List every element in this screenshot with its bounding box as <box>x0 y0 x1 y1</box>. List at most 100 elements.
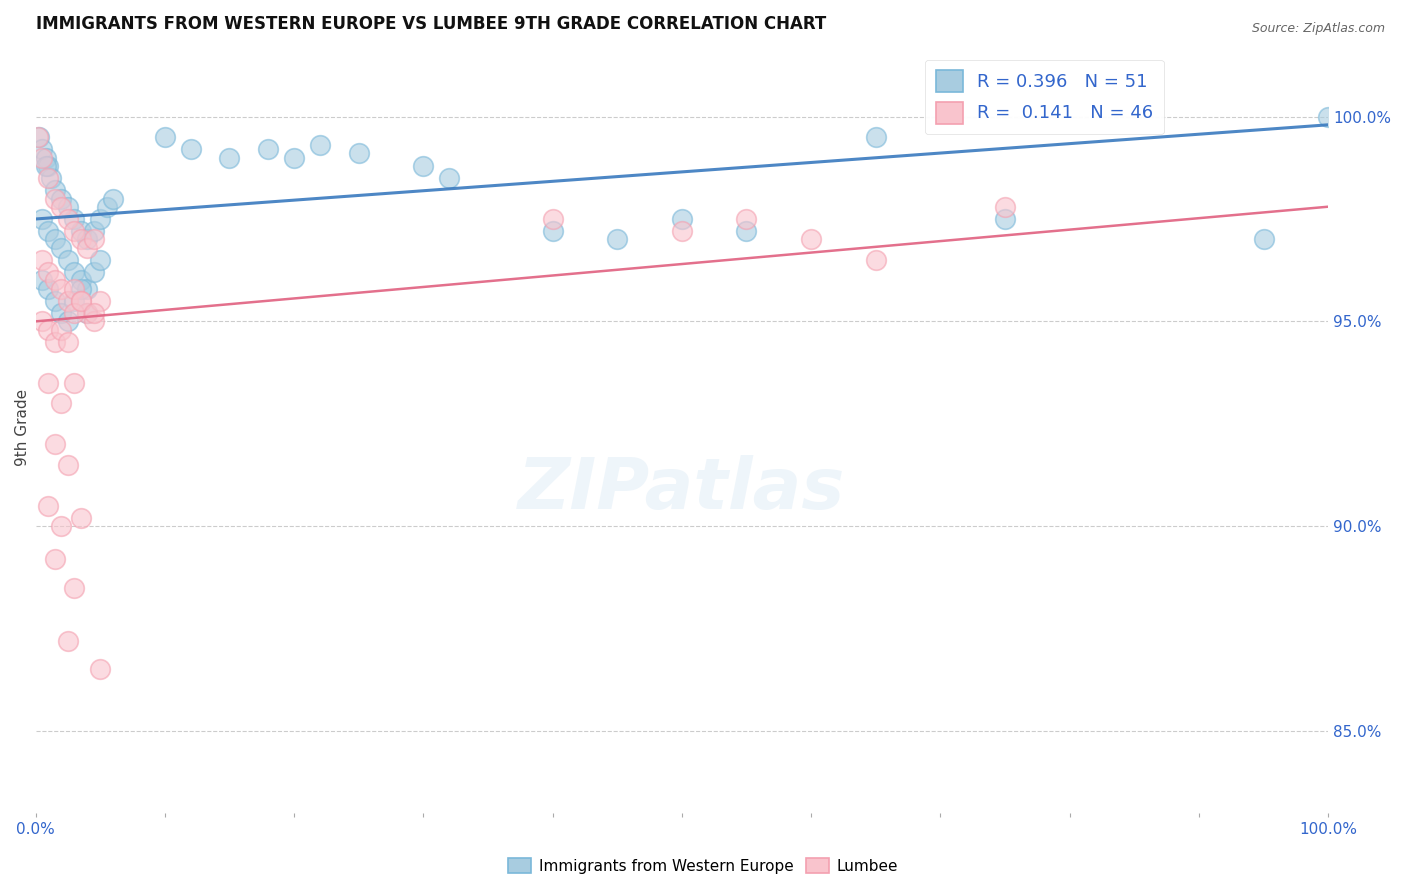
Point <box>735 212 758 227</box>
Point <box>89 212 111 227</box>
Point <box>994 212 1017 227</box>
Point <box>28 130 51 145</box>
Point <box>31 151 53 165</box>
Point <box>37 322 59 336</box>
Point <box>63 581 86 595</box>
Point <box>994 200 1017 214</box>
Point <box>257 142 280 156</box>
Point <box>1253 232 1275 246</box>
Point <box>37 224 59 238</box>
Point <box>76 282 98 296</box>
Point <box>83 265 105 279</box>
Text: IMMIGRANTS FROM WESTERN EUROPE VS LUMBEE 9TH GRADE CORRELATION CHART: IMMIGRANTS FROM WESTERN EUROPE VS LUMBEE… <box>35 15 825 33</box>
Legend: R = 0.396   N = 51, R =  0.141   N = 46: R = 0.396 N = 51, R = 0.141 N = 46 <box>925 60 1164 135</box>
Point <box>437 171 460 186</box>
Point <box>37 171 59 186</box>
Point <box>51 306 73 320</box>
Point <box>63 293 86 308</box>
Point <box>51 241 73 255</box>
Point <box>56 314 79 328</box>
Point <box>44 183 66 197</box>
Y-axis label: 9th Grade: 9th Grade <box>15 389 30 467</box>
Point <box>83 224 105 238</box>
Point <box>51 200 73 214</box>
Point <box>541 224 564 238</box>
Point <box>69 293 91 308</box>
Point <box>44 552 66 566</box>
Point <box>63 376 86 390</box>
Point <box>69 511 91 525</box>
Point <box>63 282 86 296</box>
Point <box>56 293 79 308</box>
Point <box>31 142 53 156</box>
Point <box>31 273 53 287</box>
Point <box>56 334 79 349</box>
Point <box>76 306 98 320</box>
Point <box>69 232 91 246</box>
Point <box>606 232 628 246</box>
Point <box>51 192 73 206</box>
Point <box>37 282 59 296</box>
Point <box>56 633 79 648</box>
Point <box>309 138 332 153</box>
Point <box>83 232 105 246</box>
Text: Source: ZipAtlas.com: Source: ZipAtlas.com <box>1251 22 1385 36</box>
Point <box>800 232 823 246</box>
Point <box>56 200 79 214</box>
Point <box>1317 110 1340 124</box>
Point <box>39 171 62 186</box>
Point <box>541 212 564 227</box>
Point <box>35 159 58 173</box>
Point <box>31 252 53 267</box>
Point <box>153 130 176 145</box>
Text: ZIPatlas: ZIPatlas <box>519 455 845 524</box>
Point <box>37 159 59 173</box>
Point <box>56 252 79 267</box>
Point <box>63 265 86 279</box>
Point <box>27 130 49 145</box>
Point <box>51 519 73 533</box>
Point <box>89 663 111 677</box>
Point <box>63 224 86 238</box>
Point <box>44 437 66 451</box>
Point <box>37 265 59 279</box>
Point <box>76 241 98 255</box>
Point <box>76 306 98 320</box>
Point <box>69 273 91 287</box>
Point <box>69 282 91 296</box>
Point <box>63 306 86 320</box>
Point <box>44 334 66 349</box>
Point <box>671 212 693 227</box>
Point <box>31 212 53 227</box>
Point <box>51 282 73 296</box>
Point <box>76 232 98 246</box>
Point <box>44 192 66 206</box>
Point <box>56 212 79 227</box>
Point <box>44 293 66 308</box>
Point <box>37 499 59 513</box>
Point <box>56 458 79 472</box>
Point <box>44 232 66 246</box>
Point <box>83 306 105 320</box>
Point <box>412 159 434 173</box>
Point <box>37 376 59 390</box>
Point <box>31 314 53 328</box>
Point <box>51 322 73 336</box>
Point <box>865 252 887 267</box>
Point <box>89 252 111 267</box>
Point <box>83 314 105 328</box>
Legend: Immigrants from Western Europe, Lumbee: Immigrants from Western Europe, Lumbee <box>502 852 904 880</box>
Point <box>69 293 91 308</box>
Point <box>218 151 240 165</box>
Point <box>180 142 202 156</box>
Point <box>283 151 305 165</box>
Point <box>347 146 370 161</box>
Point <box>96 200 118 214</box>
Point <box>51 396 73 410</box>
Point <box>735 224 758 238</box>
Point <box>44 273 66 287</box>
Point <box>865 130 887 145</box>
Point <box>101 192 124 206</box>
Point <box>671 224 693 238</box>
Point <box>69 224 91 238</box>
